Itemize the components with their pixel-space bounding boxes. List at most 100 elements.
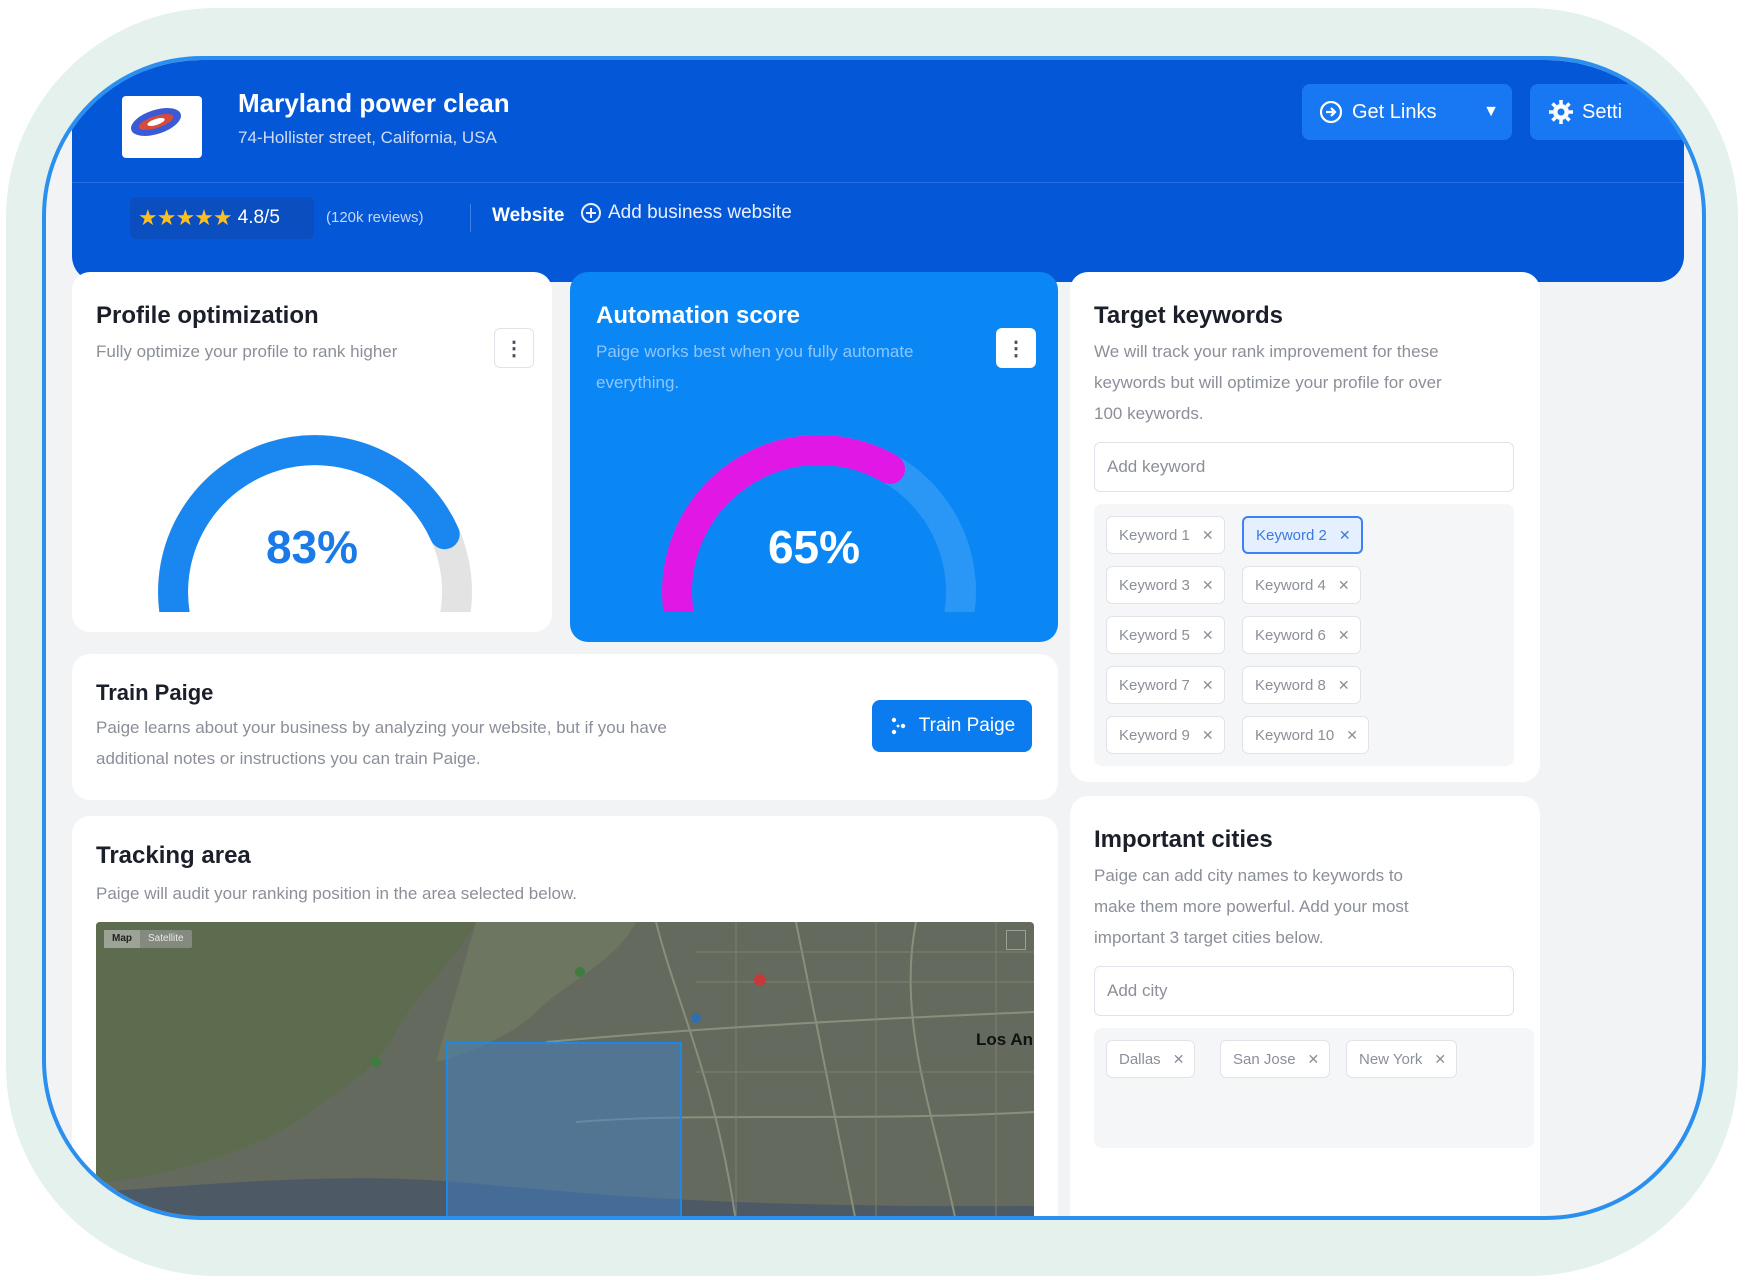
train-paige-button-label: Train Paige <box>918 715 1016 736</box>
automation-score-title: Automation score <box>596 302 801 329</box>
profile-optimization-card: Profile optimization Fully optimize your… <box>72 272 552 632</box>
remove-icon[interactable]: ✕ <box>1201 726 1214 743</box>
business-address: 74-Hollister street, California, USA <box>238 128 497 147</box>
important-cities-desc-line2: make them more powerful. Add your most <box>1094 897 1409 916</box>
keyword-chip-selected[interactable]: Keyword 2 ✕ <box>1242 516 1363 554</box>
business-logo <box>122 96 202 158</box>
plus-circle-icon <box>581 203 601 223</box>
target-keywords-desc-line2: keywords but will optimize your profile … <box>1094 373 1442 392</box>
website-label: Website <box>492 205 565 226</box>
remove-icon[interactable]: ✕ <box>1307 1050 1320 1067</box>
target-keywords-desc-line3: 100 keywords. <box>1094 404 1204 423</box>
target-keywords-desc-line1: We will track your rank improvement for … <box>1094 342 1439 361</box>
target-keywords-card: Target keywords We will track your rank … <box>1070 272 1540 782</box>
keyword-chip[interactable]: Keyword 4 ✕ <box>1242 566 1361 604</box>
remove-icon[interactable]: ✕ <box>1337 676 1350 693</box>
important-cities-desc-line1: Paige can add city names to keywords to <box>1094 866 1403 885</box>
review-count: (120k reviews) <box>326 209 424 226</box>
settings-label: Setti <box>1582 100 1623 123</box>
add-website-label: Add business website <box>608 202 792 223</box>
profile-optimization-menu-icon[interactable]: ⋮ <box>494 328 534 368</box>
city-chip-list: Dallas ✕ San Jose ✕ New York ✕ <box>1094 1028 1534 1148</box>
rating-value: 4.8/5 <box>237 207 280 228</box>
remove-icon[interactable]: ✕ <box>1201 626 1214 643</box>
train-paige-desc: Paige learns about your business by anal… <box>96 712 667 774</box>
star-rating-icons: ★★★★★ <box>138 205 233 230</box>
header-vertical-divider <box>470 204 471 232</box>
tracking-area-title: Tracking area <box>96 842 251 869</box>
keyword-chip[interactable]: Keyword 3 ✕ <box>1106 566 1225 604</box>
map-type-tabs: Map Satellite <box>104 930 192 948</box>
keyword-chip-list: Keyword 1 ✕ Keyword 2 ✕ Keyword 3 ✕ Keyword… <box>1094 504 1514 766</box>
add-city-input[interactable]: Add city <box>1094 966 1514 1016</box>
automation-score-subtitle: Paige works best when you fully automate… <box>596 336 914 398</box>
add-city-placeholder: Add city <box>1107 981 1168 1000</box>
remove-icon[interactable]: ✕ <box>1337 626 1350 643</box>
keyword-chip[interactable]: Keyword 7 ✕ <box>1106 666 1225 704</box>
train-paige-card: Train Paige Paige learns about your busi… <box>72 654 1058 800</box>
train-paige-button[interactable]: Train Paige <box>872 700 1032 752</box>
business-header: Maryland power clean 74-Hollister street… <box>72 60 1702 282</box>
map-tab-satellite[interactable]: Satellite <box>148 933 184 944</box>
keyword-chip[interactable]: Keyword 1 ✕ <box>1106 516 1225 554</box>
automation-score-gauge <box>662 434 976 612</box>
remove-icon[interactable]: ✕ <box>1346 726 1358 743</box>
add-keyword-input[interactable]: Add keyword <box>1094 442 1514 492</box>
target-keywords-title: Target keywords <box>1094 302 1283 329</box>
gauge-fill <box>158 435 460 612</box>
keyword-chip[interactable]: Keyword 6 ✕ <box>1242 616 1361 654</box>
remove-icon[interactable]: ✕ <box>1201 576 1214 593</box>
remove-icon[interactable]: ✕ <box>1338 526 1351 543</box>
fullscreen-icon[interactable] <box>1006 930 1026 950</box>
get-links-label: Get Links <box>1352 100 1437 123</box>
tracking-area-subtitle: Paige will audit your ranking position i… <box>96 884 578 903</box>
city-chip[interactable]: Dallas ✕ <box>1106 1040 1196 1078</box>
remove-icon[interactable]: ✕ <box>1434 1050 1447 1067</box>
keyword-chip[interactable]: Keyword 9 ✕ <box>1106 716 1225 754</box>
sparkle-icon <box>891 717 905 735</box>
train-paige-title: Train Paige <box>96 680 214 705</box>
get-links-button[interactable]: Get Links ▼ <box>1302 84 1512 140</box>
city-chip[interactable]: San Jose ✕ <box>1220 1040 1331 1078</box>
profile-optimization-percent: 83% <box>265 521 359 573</box>
tracking-area-selection[interactable] <box>446 1042 682 1216</box>
remove-icon[interactable]: ✕ <box>1201 526 1214 543</box>
profile-optimization-title: Profile optimization <box>96 302 319 329</box>
add-business-website-link[interactable]: Add business website <box>580 202 792 224</box>
business-name: Maryland power clean <box>238 88 510 118</box>
keyword-chip[interactable]: Keyword 5 ✕ <box>1106 616 1225 654</box>
app-window: Maryland power clean 74-Hollister street… <box>42 56 1706 1220</box>
add-keyword-placeholder: Add keyword <box>1107 457 1206 476</box>
automation-score-card: Automation score Paige works best when y… <box>570 272 1058 642</box>
map-city-label: Los An <box>976 1030 1033 1049</box>
settings-button[interactable]: Setti <box>1530 84 1702 140</box>
automation-score-menu-icon[interactable]: ⋮ <box>996 328 1036 368</box>
map-terrain <box>96 922 1034 1216</box>
important-cities-card: Important cities Paige can add city name… <box>1070 796 1540 1216</box>
profile-optimization-gauge <box>158 434 472 612</box>
header-divider <box>72 182 1684 183</box>
keyword-chip[interactable]: Keyword 8 ✕ <box>1242 666 1361 704</box>
chevron-down-icon[interactable]: ▼ <box>1483 103 1499 120</box>
map-tab-map[interactable]: Map <box>104 930 140 948</box>
tracking-area-card: Tracking area Paige will audit your rank… <box>72 816 1058 1216</box>
remove-icon[interactable]: ✕ <box>1337 576 1350 593</box>
profile-optimization-subtitle: Fully optimize your profile to rank high… <box>96 342 398 361</box>
remove-icon[interactable]: ✕ <box>1172 1050 1185 1067</box>
keyword-chip[interactable]: Keyword 10 ✕ <box>1242 716 1369 754</box>
automation-score-subtitle-line1: Paige works best when you fully automate <box>596 342 914 361</box>
train-paige-desc-line1: Paige learns about your business by anal… <box>96 718 667 737</box>
tracking-map[interactable]: Map Satellite Los An <box>96 922 1034 1216</box>
automation-score-percent: 65% <box>767 521 861 573</box>
important-cities-title: Important cities <box>1094 826 1273 853</box>
target-keywords-desc: We will track your rank improvement for … <box>1094 336 1442 429</box>
important-cities-desc-line3: important 3 target cities below. <box>1094 928 1324 947</box>
important-cities-desc: Paige can add city names to keywords to … <box>1094 860 1409 953</box>
city-chip[interactable]: New York ✕ <box>1346 1040 1458 1078</box>
gear-icon <box>1549 100 1573 124</box>
gauge-fill <box>662 435 905 612</box>
train-paige-desc-line2: additional notes or instructions you can… <box>96 749 481 768</box>
link-icon <box>1319 100 1343 124</box>
automation-score-subtitle-line2: everything. <box>596 373 680 392</box>
remove-icon[interactable]: ✕ <box>1201 676 1214 693</box>
